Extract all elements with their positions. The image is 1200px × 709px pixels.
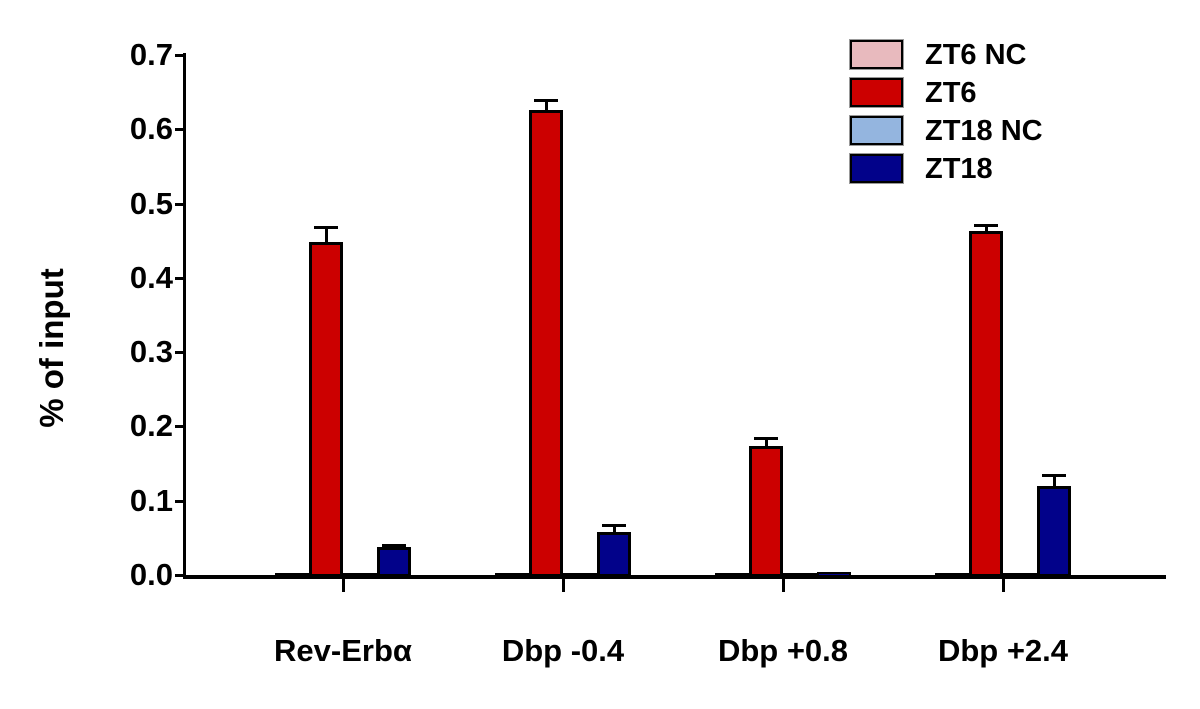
legend-swatch-zt18 <box>850 154 903 183</box>
y-tick-label: 0.0 <box>129 557 173 592</box>
bar-zt6 <box>969 231 1003 577</box>
y-tick <box>175 574 185 577</box>
x-tick <box>562 578 565 592</box>
error-bar-cap <box>314 226 338 229</box>
error-bar-cap <box>974 224 998 227</box>
error-bar-line <box>545 99 548 110</box>
x-tick <box>1002 578 1005 592</box>
error-bar-line <box>985 224 988 231</box>
bar-zt6 <box>309 242 343 577</box>
error-bar-line <box>765 437 768 446</box>
x-category-label: Dbp -0.4 <box>501 633 625 668</box>
error-bar-cap <box>1042 474 1066 477</box>
bar-zt6-nc <box>935 573 969 577</box>
error-bar-line <box>613 524 616 532</box>
x-category-label: Dbp +0.8 <box>717 633 849 668</box>
bar-zt18-nc <box>563 573 597 577</box>
y-tick-label: 0.3 <box>129 334 173 370</box>
error-bar-line <box>1053 474 1056 486</box>
y-tick-label: 0.7 <box>129 36 173 72</box>
y-axis-line <box>183 53 186 578</box>
bar-zt18-nc <box>343 573 377 577</box>
y-axis-title: % of input <box>33 268 70 428</box>
y-tick-label: 0.5 <box>129 185 173 221</box>
legend-swatch-zt6-nc <box>850 40 903 69</box>
bar-zt18 <box>597 532 631 577</box>
y-tick-label: 0.4 <box>129 259 173 295</box>
bar-zt6-nc <box>275 573 309 577</box>
y-tick-label: 0.6 <box>129 111 173 147</box>
bar-zt6-nc <box>715 573 749 577</box>
error-bar-line <box>325 226 328 242</box>
legend-label: ZT6 NC <box>925 39 1027 71</box>
error-bar-cap <box>754 437 778 440</box>
legend-swatch-zt6 <box>850 78 903 107</box>
x-tick <box>342 578 345 592</box>
legend-label: ZT18 <box>925 153 993 185</box>
y-tick-label: 0.2 <box>129 408 173 444</box>
x-axis-line <box>183 575 1166 579</box>
x-tick <box>782 578 785 592</box>
x-category-label: Rev-Erbα <box>274 633 412 668</box>
y-tick <box>175 425 185 429</box>
bar-zt18 <box>1037 486 1071 577</box>
legend-swatch-zt18-nc <box>850 116 903 145</box>
error-bar-cap <box>602 524 626 527</box>
x-category-label: Dbp +2.4 <box>937 633 1069 668</box>
legend-label: ZT18 NC <box>925 115 1043 147</box>
bar-zt18 <box>817 572 851 577</box>
y-tick <box>175 128 185 132</box>
y-tick <box>175 499 185 503</box>
bar-zt6-nc <box>495 573 529 577</box>
y-tick <box>175 53 185 57</box>
bar-zt6 <box>529 110 563 577</box>
bar-zt18-nc <box>783 573 817 577</box>
legend-label: ZT6 <box>925 77 977 109</box>
y-tick <box>175 351 185 355</box>
y-tick <box>175 276 185 280</box>
y-tick-label: 0.1 <box>129 482 173 518</box>
bar-zt18-nc <box>1003 573 1037 577</box>
error-bar-cap <box>382 544 406 547</box>
error-bar-cap <box>534 99 558 102</box>
bar-zt18 <box>377 547 411 577</box>
y-tick <box>175 202 185 206</box>
bar-zt6 <box>749 446 783 577</box>
